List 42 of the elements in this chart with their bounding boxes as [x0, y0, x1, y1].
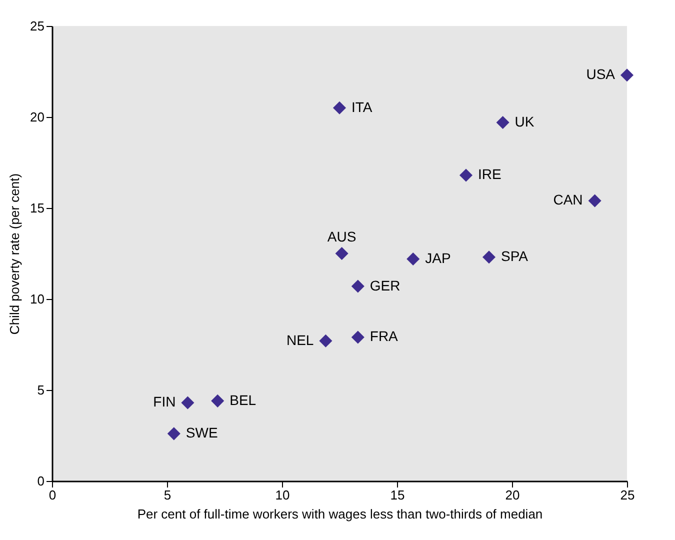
- x-axis-title: Per cent of full-time workers with wages less than two-thirds of median: [137, 506, 543, 522]
- annotation: AUS: [327, 228, 356, 244]
- point: [459, 168, 473, 182]
- x-tick-label: 5: [164, 488, 172, 502]
- annotation: SWE: [186, 424, 218, 441]
- point: [482, 250, 496, 264]
- point: [332, 101, 346, 114]
- y-tick-label: 10: [30, 292, 44, 306]
- annotation: CAN: [553, 192, 583, 208]
- point: [167, 427, 180, 440]
- annotation: BEL: [230, 392, 256, 408]
- point: [181, 396, 194, 410]
- x-tick-label: 20: [505, 488, 520, 502]
- annotation: UK: [514, 113, 535, 130]
- point: [335, 246, 348, 260]
- x-tick-label: 0: [48, 488, 56, 502]
- y-tick-label: 5: [37, 382, 44, 398]
- point: [211, 394, 224, 408]
- annotation: ITA: [352, 98, 373, 115]
- y-tick-label: 20: [30, 110, 44, 124]
- annotation: FIN: [153, 394, 176, 410]
- y-tick-label: 0: [37, 474, 44, 488]
- point: [351, 280, 364, 293]
- annotation: NEL: [286, 332, 314, 348]
- x-tick-label: 25: [620, 488, 635, 502]
- annotation: IRE: [478, 166, 502, 182]
- y-axis-title: Child poverty rate (per cent): [7, 173, 22, 335]
- x-tick-label: 10: [275, 488, 290, 502]
- annotation: USA: [586, 66, 616, 82]
- annotation: FRA: [370, 328, 399, 344]
- annotation: GER: [370, 277, 400, 294]
- point: [620, 68, 634, 82]
- point: [496, 116, 510, 129]
- annotation: JAP: [425, 250, 451, 266]
- annotation: SPA: [501, 248, 529, 264]
- y-tick-label: 25: [30, 18, 44, 34]
- point: [319, 334, 332, 348]
- y-tick-label: 15: [30, 200, 44, 216]
- point: [351, 330, 364, 344]
- x-tick-label: 15: [390, 488, 405, 502]
- point: [406, 252, 420, 266]
- point: [588, 194, 602, 208]
